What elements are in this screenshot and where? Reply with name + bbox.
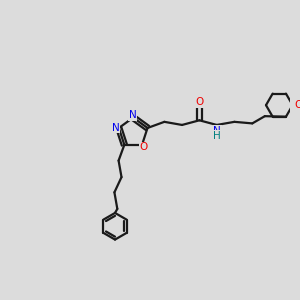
Text: N: N xyxy=(129,110,136,120)
Text: O: O xyxy=(140,142,148,152)
Text: O: O xyxy=(294,100,300,110)
Text: N: N xyxy=(213,126,221,136)
Text: H: H xyxy=(213,131,221,141)
Text: O: O xyxy=(195,98,203,107)
Text: N: N xyxy=(112,123,120,133)
